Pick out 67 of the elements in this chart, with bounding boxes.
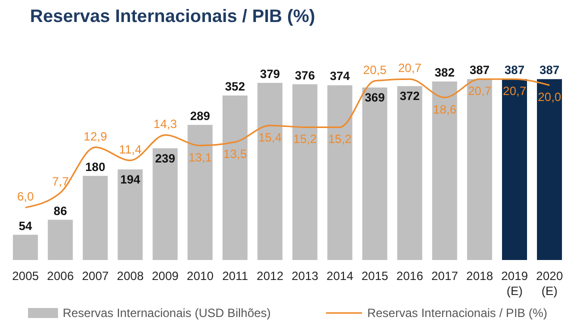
bar <box>397 86 422 260</box>
data-label: 20,0 <box>538 90 562 104</box>
x-tick-label: 2008 <box>116 269 144 283</box>
bar <box>48 220 73 260</box>
data-label: 14,3 <box>154 117 178 132</box>
data-label: 352 <box>225 79 246 94</box>
x-tick-label: 2009 <box>152 269 179 283</box>
data-label: 387 <box>539 63 560 78</box>
data-label: 11,4 <box>119 142 142 156</box>
bar <box>257 82 282 260</box>
data-label: 289 <box>190 108 210 123</box>
data-label: 374 <box>330 69 350 84</box>
data-label: 239 <box>155 151 176 166</box>
data-label: 13,5 <box>223 147 248 162</box>
bar <box>118 169 143 260</box>
x-tick-label: 2015 <box>361 269 389 283</box>
x-tick-label: 2005 <box>12 269 40 283</box>
x-tick-label: 2016 <box>396 269 424 283</box>
data-label: 369 <box>364 90 386 105</box>
data-label: 382 <box>434 65 455 80</box>
data-label: 194 <box>120 172 141 186</box>
bar <box>536 79 562 260</box>
data-label: 12,9 <box>84 129 108 144</box>
bar <box>188 124 213 260</box>
data-label: 20,7 <box>398 61 422 76</box>
x-tick-label: 2013 <box>292 269 319 283</box>
x-tick-label: 2006 <box>47 269 74 283</box>
legend-label: Reservas Internacionais (USD Bilhões) <box>62 306 271 320</box>
x-tick-label: 2014 <box>326 269 354 283</box>
data-label: 180 <box>85 160 106 174</box>
x-tick-label: 2007 <box>82 269 110 283</box>
bar <box>432 81 458 260</box>
x-tick-label: 2011 <box>222 269 248 283</box>
bar <box>82 176 108 260</box>
x-tick-label: 2018 <box>466 269 494 283</box>
bar <box>362 88 388 260</box>
data-label: 54 <box>18 218 32 233</box>
x-tick-label: 2012 <box>256 269 284 283</box>
data-label: 387 <box>504 63 525 78</box>
data-label: 7,7 <box>52 174 70 189</box>
data-label: 376 <box>294 68 316 82</box>
data-label: 20,7 <box>468 84 492 98</box>
bar <box>292 84 318 260</box>
data-label: 15,4 <box>258 130 282 144</box>
data-label: 379 <box>260 66 280 81</box>
data-label: 387 <box>470 63 490 78</box>
x-tick-label: 2019 (E) <box>501 269 528 298</box>
data-label: 18,6 <box>433 102 457 116</box>
bar <box>467 79 492 260</box>
bar <box>502 79 528 260</box>
x-tick-label: 2020 (E) <box>536 269 564 298</box>
x-tick-label: 2010 <box>186 269 214 283</box>
data-label: 13,1 <box>188 150 212 165</box>
bar <box>152 148 178 260</box>
data-label: 15,2 <box>328 132 352 146</box>
data-label: 15,2 <box>293 132 317 146</box>
chart-title: Reservas Internacionais / PIB (%) <box>29 5 316 28</box>
bar <box>327 85 352 260</box>
data-label: 6,0 <box>17 190 34 204</box>
bar <box>222 95 248 260</box>
data-label: 20,7 <box>502 84 527 98</box>
legend-label: Reservas Internacionais / PIB (%) <box>367 306 548 320</box>
data-label: 372 <box>400 89 420 104</box>
data-label: 86 <box>54 204 68 218</box>
data-label: 20,5 <box>363 62 387 77</box>
bar <box>12 234 38 260</box>
x-tick-label: 2017 <box>431 269 458 283</box>
